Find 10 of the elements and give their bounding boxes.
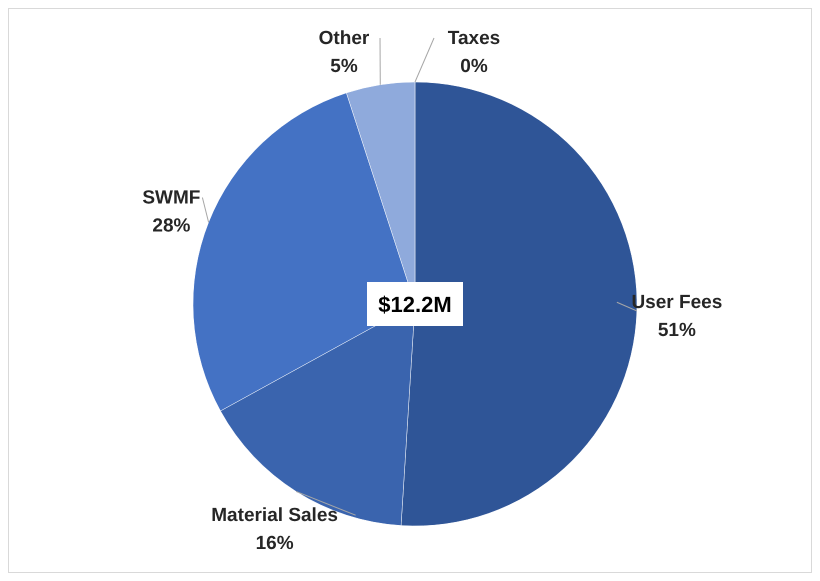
category-label: Taxes	[448, 28, 500, 49]
text: $12.2M	[378, 292, 452, 317]
data-label: 51%	[658, 320, 696, 342]
slice-label: Other	[318, 28, 370, 49]
text: 0%	[460, 56, 488, 77]
slice-label: Material Sales	[211, 505, 338, 526]
data-label: 16%	[256, 533, 294, 554]
data-label: 5%	[330, 56, 358, 77]
data-label: 28%	[152, 216, 191, 237]
slice-label: SWMF	[142, 188, 200, 209]
